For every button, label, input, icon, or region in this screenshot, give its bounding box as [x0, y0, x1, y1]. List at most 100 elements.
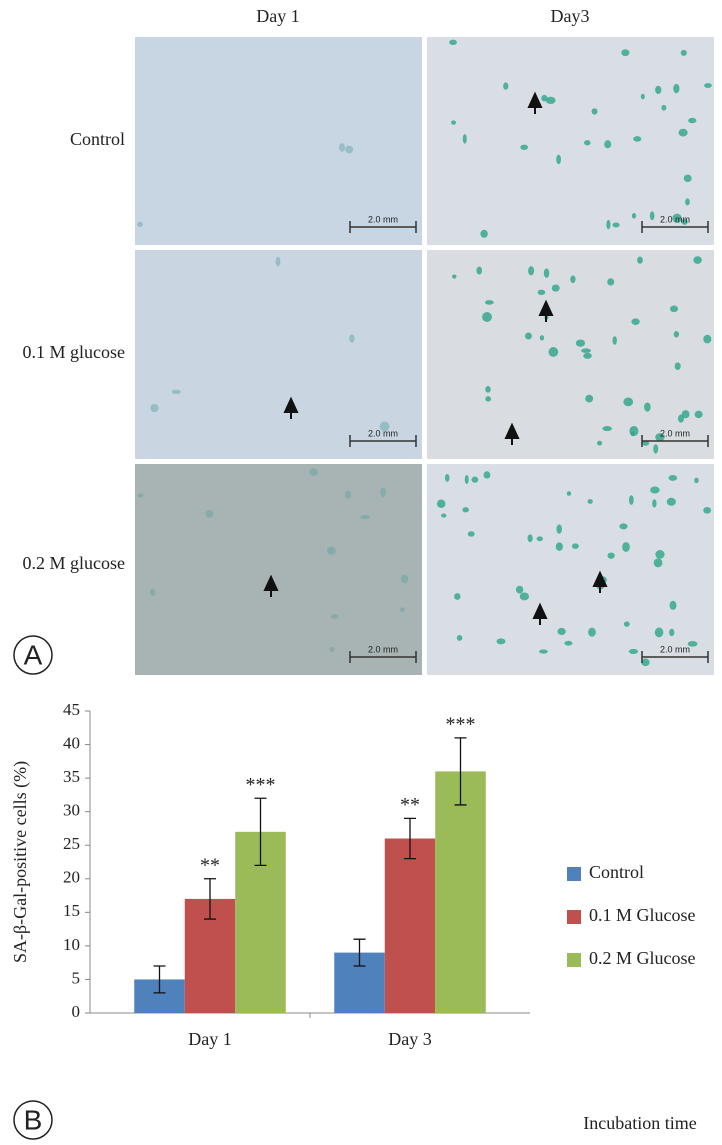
cell	[482, 312, 492, 323]
scale-bar	[349, 221, 417, 233]
y-tick-label: 25	[63, 834, 80, 853]
micrograph	[135, 250, 422, 459]
micrographs: 2.0 mm 2.0 mm 2.0 mm 2.0 mm 2.0 mm 2.0 mm	[135, 37, 714, 675]
cell	[467, 531, 475, 537]
cell	[673, 331, 680, 338]
scale-bar	[349, 651, 417, 663]
cell	[669, 628, 675, 637]
error-bar	[153, 965, 166, 994]
column-header: Day 1	[256, 6, 300, 26]
panel-badge	[13, 635, 53, 675]
cell	[462, 507, 469, 513]
cell	[543, 268, 550, 278]
x-tick-label: Day 1	[188, 1029, 232, 1049]
cell	[205, 509, 214, 518]
cell	[339, 143, 346, 152]
scale-bar	[641, 221, 709, 233]
scale-bar-label: 2.0 mm	[660, 428, 690, 438]
cell	[541, 94, 548, 102]
cell	[622, 542, 630, 552]
cell	[704, 83, 712, 88]
cell	[672, 213, 682, 224]
cell	[655, 550, 665, 559]
cell	[539, 335, 545, 341]
cell	[379, 421, 390, 432]
cell	[678, 128, 688, 137]
cell	[597, 440, 603, 446]
cell	[637, 256, 643, 264]
cell	[655, 433, 665, 442]
arrow	[532, 602, 548, 625]
cell	[683, 174, 692, 183]
row-label: 0.1 M glucose	[23, 342, 126, 362]
cell	[527, 534, 533, 543]
row-label: 0.2 M glucose	[23, 553, 126, 573]
cell	[329, 646, 335, 653]
panel-badge	[13, 1100, 53, 1140]
cell	[591, 108, 598, 115]
cell	[360, 514, 370, 520]
scale-bar	[641, 651, 709, 663]
micrograph	[427, 37, 714, 245]
cell	[399, 607, 405, 613]
cell	[496, 638, 506, 645]
cell	[485, 396, 492, 402]
arrow	[592, 570, 608, 593]
cell	[537, 289, 546, 296]
cell	[655, 85, 662, 95]
cell	[673, 83, 680, 94]
cell	[519, 592, 529, 601]
cell	[548, 346, 559, 357]
cell	[628, 495, 634, 505]
cell	[536, 536, 544, 542]
cell	[345, 145, 354, 154]
cell	[444, 474, 450, 482]
legend-swatch	[567, 910, 581, 924]
cell	[556, 154, 562, 165]
arrow	[263, 574, 279, 597]
cell	[503, 82, 509, 90]
cell	[623, 621, 630, 627]
legend-swatch	[567, 953, 581, 967]
cell	[629, 426, 639, 436]
column-header: Day3	[551, 6, 590, 26]
cell	[694, 477, 699, 484]
cell	[649, 211, 655, 221]
cell	[607, 278, 615, 286]
panel-label: A	[24, 639, 43, 670]
cell	[462, 134, 467, 144]
cell	[688, 117, 697, 124]
cell	[480, 229, 488, 238]
cell	[456, 634, 463, 641]
cell	[451, 120, 456, 125]
cell	[539, 649, 548, 654]
cell	[485, 385, 491, 393]
cell	[703, 334, 712, 344]
cell	[400, 574, 409, 584]
cell	[666, 497, 676, 506]
cell	[137, 221, 143, 227]
legend-label: Control	[589, 862, 644, 882]
cell	[575, 339, 586, 347]
cell	[607, 552, 615, 559]
cell	[528, 266, 535, 276]
cell	[451, 274, 457, 279]
cell	[436, 499, 446, 508]
cell	[606, 219, 611, 230]
cell	[583, 352, 592, 359]
bar	[384, 838, 436, 1013]
significance: ***	[246, 774, 276, 796]
row-label: Control	[70, 129, 125, 149]
legend-label: 0.1 M Glucose	[589, 905, 696, 925]
cell	[476, 266, 483, 275]
cell	[680, 49, 687, 56]
micrograph	[427, 464, 714, 675]
cell	[604, 140, 612, 149]
arrow	[538, 299, 554, 322]
scale-bar-label: 2.0 mm	[368, 428, 398, 438]
error-bar	[454, 737, 467, 806]
cell	[581, 348, 592, 353]
cell	[464, 474, 469, 484]
cell	[471, 476, 479, 483]
